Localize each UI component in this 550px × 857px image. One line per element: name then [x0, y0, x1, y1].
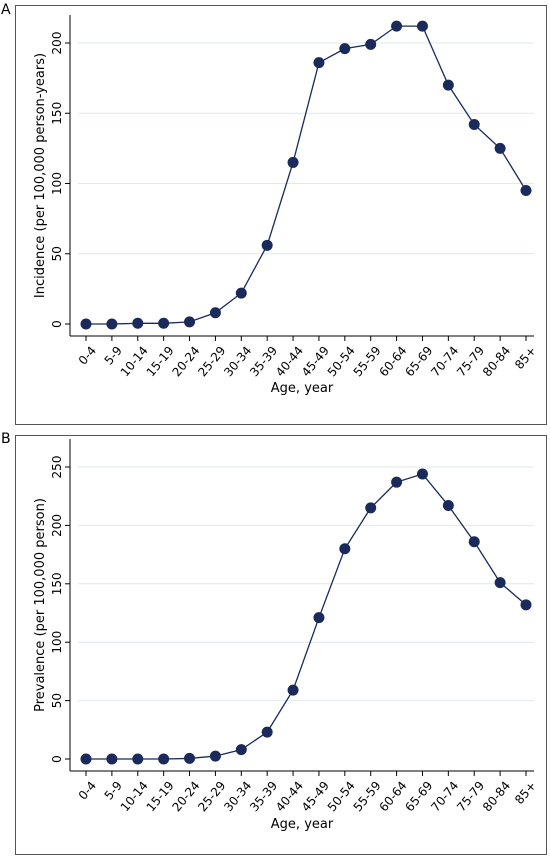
- prevalence-data-point: [106, 753, 118, 765]
- prevalence-data-point: [416, 468, 428, 480]
- incidence-data-point: [287, 156, 299, 168]
- incidence-data-point: [184, 316, 196, 328]
- prevalence-y-tick-label: 50: [50, 693, 64, 708]
- prevalence-y-tick-label: 250: [50, 456, 64, 479]
- prevalence-x-axis-title: Age, year: [271, 817, 334, 832]
- incidence-data-point: [468, 118, 480, 130]
- prevalence-data-point: [520, 599, 532, 611]
- panel-b-label: B: [1, 431, 11, 447]
- incidence-panel-frame: [15, 5, 547, 425]
- prevalence-data-point: [235, 744, 247, 756]
- incidence-data-point: [520, 185, 532, 197]
- incidence-data-point: [494, 142, 506, 154]
- incidence-y-tick-label: 150: [50, 102, 64, 125]
- incidence-y-tick-label: 100: [50, 172, 64, 195]
- prevalence-data-point: [494, 577, 506, 589]
- prevalence-panel-frame: [15, 435, 547, 855]
- incidence-data-point: [365, 38, 377, 50]
- prevalence-data-point: [391, 476, 403, 488]
- incidence-data-point: [132, 317, 144, 329]
- prevalence-data-point: [287, 684, 299, 696]
- incidence-x-axis-title: Age, year: [271, 381, 334, 396]
- incidence-data-point: [209, 307, 221, 319]
- prevalence-y-tick-label: 0: [50, 755, 64, 763]
- prevalence-data-point: [158, 753, 170, 765]
- incidence-y-tick-label: 50: [50, 246, 64, 261]
- panel-a-label: A: [1, 2, 11, 18]
- incidence-data-point: [158, 317, 170, 329]
- incidence-data-point: [442, 79, 454, 91]
- prevalence-data-point: [442, 500, 454, 512]
- prevalence-data-point: [313, 612, 325, 624]
- prevalence-data-point: [184, 752, 196, 764]
- incidence-data-point: [261, 239, 273, 251]
- incidence-data-point: [106, 318, 118, 330]
- incidence-y-axis-title: Incidence (per 100,000 person-years): [33, 53, 48, 298]
- incidence-data-point: [416, 20, 428, 32]
- incidence-y-tick-label: 0: [50, 320, 64, 328]
- incidence-data-point: [339, 43, 351, 55]
- prevalence-y-axis-title: Prevalence (per 100,000 person): [33, 498, 48, 712]
- incidence-data-point: [313, 57, 325, 69]
- prevalence-data-point: [209, 750, 221, 762]
- prevalence-y-tick-label: 100: [50, 631, 64, 654]
- prevalence-y-tick-label: 150: [50, 572, 64, 595]
- prevalence-data-point: [80, 753, 92, 765]
- prevalence-data-point: [339, 543, 351, 555]
- incidence-y-tick-label: 200: [50, 32, 64, 55]
- incidence-data-point: [80, 318, 92, 330]
- prevalence-y-tick-label: 200: [50, 514, 64, 537]
- incidence-data-point: [235, 287, 247, 299]
- prevalence-data-point: [365, 502, 377, 514]
- incidence-data-point: [391, 20, 403, 32]
- prevalence-data-point: [468, 536, 480, 548]
- prevalence-data-point: [261, 726, 273, 738]
- prevalence-data-point: [132, 753, 144, 765]
